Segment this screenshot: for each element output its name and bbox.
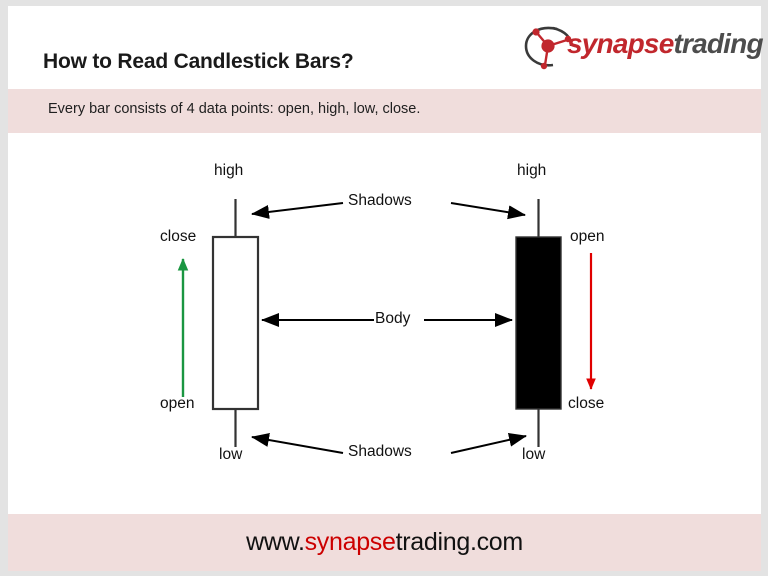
callout-shadows-bottom: Shadows <box>348 443 412 460</box>
logo-word-synapse: synapse <box>567 28 674 59</box>
shadows-bottom-right-leader <box>450 432 527 454</box>
brand-logo[interactable]: synapsetrading <box>523 22 764 72</box>
bullish-body <box>211 235 260 411</box>
callout-shadows-top: Shadows <box>348 192 412 209</box>
candlestick-diagram: high close open low high open close low … <box>8 133 761 514</box>
shadows-top-left-leader <box>251 202 344 219</box>
bullish-label-open: open <box>160 395 195 412</box>
bearish-body <box>515 236 562 410</box>
subtitle-band: Every bar consists of 4 data points: ope… <box>8 89 761 133</box>
footer-url[interactable]: www.synapsetrading.com <box>8 528 761 557</box>
logo-word-trading: trading <box>673 28 763 59</box>
bearish-label-open: open <box>570 228 605 245</box>
bullish-label-close: close <box>160 228 197 245</box>
bullish-label-low: low <box>219 446 243 463</box>
shadows-top-right-leader <box>450 202 526 220</box>
footer-band: www.synapsetrading.com <box>8 514 761 571</box>
synapse-node-icon <box>523 24 575 70</box>
page-title: How to Read Candlestick Bars? <box>43 50 354 73</box>
callout-body: Body <box>375 310 411 327</box>
logo-wordmark: synapsetrading <box>567 28 764 60</box>
bullish-label-high: high <box>214 162 244 179</box>
footer-url-suffix: trading.com <box>395 528 524 556</box>
bearish-label-low: low <box>522 446 546 463</box>
bearish-label-high: high <box>517 162 547 179</box>
shadows-bottom-left-leader <box>251 433 344 454</box>
slide-header: How to Read Candlestick Bars? <box>8 6 764 89</box>
bearish-label-close: close <box>568 395 605 412</box>
diagram-vector-layer <box>177 199 596 454</box>
footer-url-prefix: www. <box>246 528 305 556</box>
subtitle-text: Every bar consists of 4 data points: ope… <box>48 101 421 117</box>
footer-url-brand: synapse <box>304 528 396 556</box>
slide-page: How to Read Candlestick Bars? <box>8 6 764 571</box>
